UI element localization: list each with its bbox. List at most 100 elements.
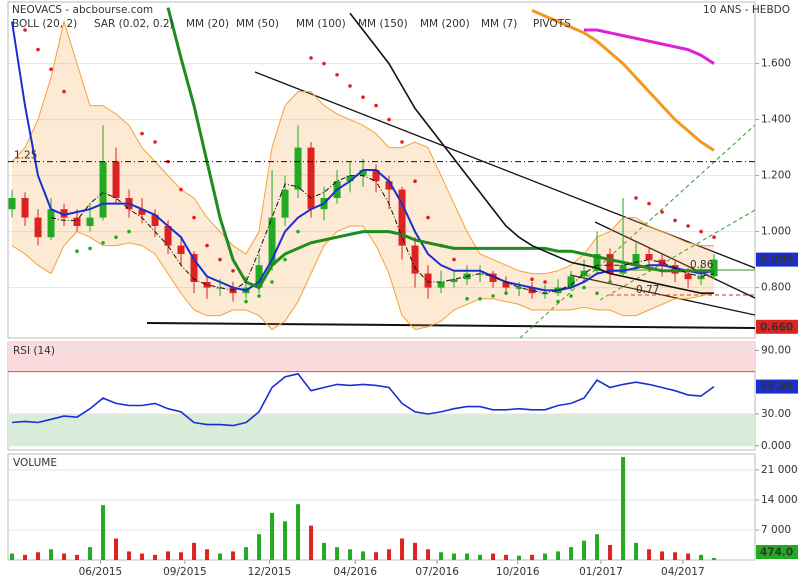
volume-bar [101,505,106,560]
volume-bar [205,549,210,560]
channel-line [599,209,755,301]
y-tick-label: 14 000 [761,494,798,506]
volume-title: VOLUME [13,457,57,469]
rsi-band [8,414,755,446]
y-tick-label: 0.800 [761,282,791,294]
candle-body [528,287,536,294]
volume-bar [335,547,340,560]
volume-bar [608,544,613,560]
sar-dot [452,257,456,262]
volume-bar [400,538,405,560]
legend-entry: BOLL (20, 2) [12,18,77,30]
candle-body [502,282,510,288]
legend-entry: MM (50) [236,18,279,30]
candle-body [34,217,42,238]
sar-dot [140,131,144,136]
y-tick-label: 7 000 [761,524,791,536]
sar-dot [205,243,209,248]
sar-dot [127,229,131,234]
sar-dot [608,280,612,284]
candle-body [450,279,458,282]
sar-dot [478,297,482,301]
sar-dot [465,297,469,301]
sar-dot [660,210,664,214]
rsi-band [8,342,755,372]
sar-dot [101,241,105,245]
volume-bar [374,552,379,560]
sar-dot [283,257,287,262]
x-tick-label: 07/2016 [415,566,459,578]
sar-dot [36,47,40,52]
volume-bar [569,547,574,560]
sar-dot [23,28,27,32]
x-tick-label: 10/2016 [496,566,540,578]
volume-bar [49,549,54,560]
volume-bar [439,552,444,560]
candle-body [21,198,29,218]
candle-body [60,209,68,218]
candle-body [294,147,302,190]
x-tick-label: 01/2017 [579,566,623,578]
candle-body [346,175,354,182]
legend-entry: PIVOTS [533,18,571,30]
volume-bar [361,551,366,560]
candle-body [697,276,705,280]
volume-bar [673,552,678,560]
legend-entry: MM (200) [420,18,470,30]
candle-body [385,181,393,190]
candle-body [255,265,263,288]
candle-body [593,254,601,271]
candle-body [606,254,614,274]
candle-body [138,209,146,215]
sar-dot [192,215,196,220]
panel-frame [7,453,756,561]
y-tick-label: 1.000 [761,226,791,238]
sar-dot [530,277,534,282]
sar-dot [257,294,261,298]
volume-bar [23,554,28,560]
sar-dot [270,280,274,284]
volume-bar [517,555,522,560]
volume-bar [452,553,457,560]
candle-body [99,161,107,218]
sar-dot [49,67,53,71]
legend-entry: MM (100) [296,18,346,30]
volume-bar [309,525,314,560]
volume-bar [699,554,704,560]
sar-dot [491,294,495,298]
candle-body [645,254,653,260]
candle-body [203,282,211,288]
volume-bar [244,547,249,560]
y-tick-label: 90.00 [761,344,791,356]
moving-average [166,7,714,290]
volume-bar [556,551,561,560]
volume-bar [192,542,197,560]
volume-bar [231,551,236,560]
moving-average [584,28,715,65]
volume-bar [387,549,392,560]
sar-dot [712,235,716,239]
chart-title: NEOVACS - abcbourse.com [12,4,153,16]
sar-dot [413,179,417,183]
y-tick-label: 21 000 [761,464,798,476]
candle-body [658,259,666,266]
volume-bar [88,547,93,560]
sar-dot [322,61,326,66]
legend-entry: MM (150) [358,18,408,30]
panel-frame [7,1,756,339]
sar-dot [387,117,391,122]
sar-dot [543,280,547,284]
candle-body [307,147,315,210]
volume-bar [621,457,626,560]
candle-body [73,217,81,226]
moving-average [531,9,715,152]
sar-dot [400,140,404,144]
volume-bar [478,554,483,560]
volume-bar [582,540,587,560]
value-box [756,252,798,267]
volume-bar [322,542,327,560]
candle-body [424,273,432,288]
value-box-label: 0.900 [760,254,793,266]
sar-dot [582,285,586,290]
